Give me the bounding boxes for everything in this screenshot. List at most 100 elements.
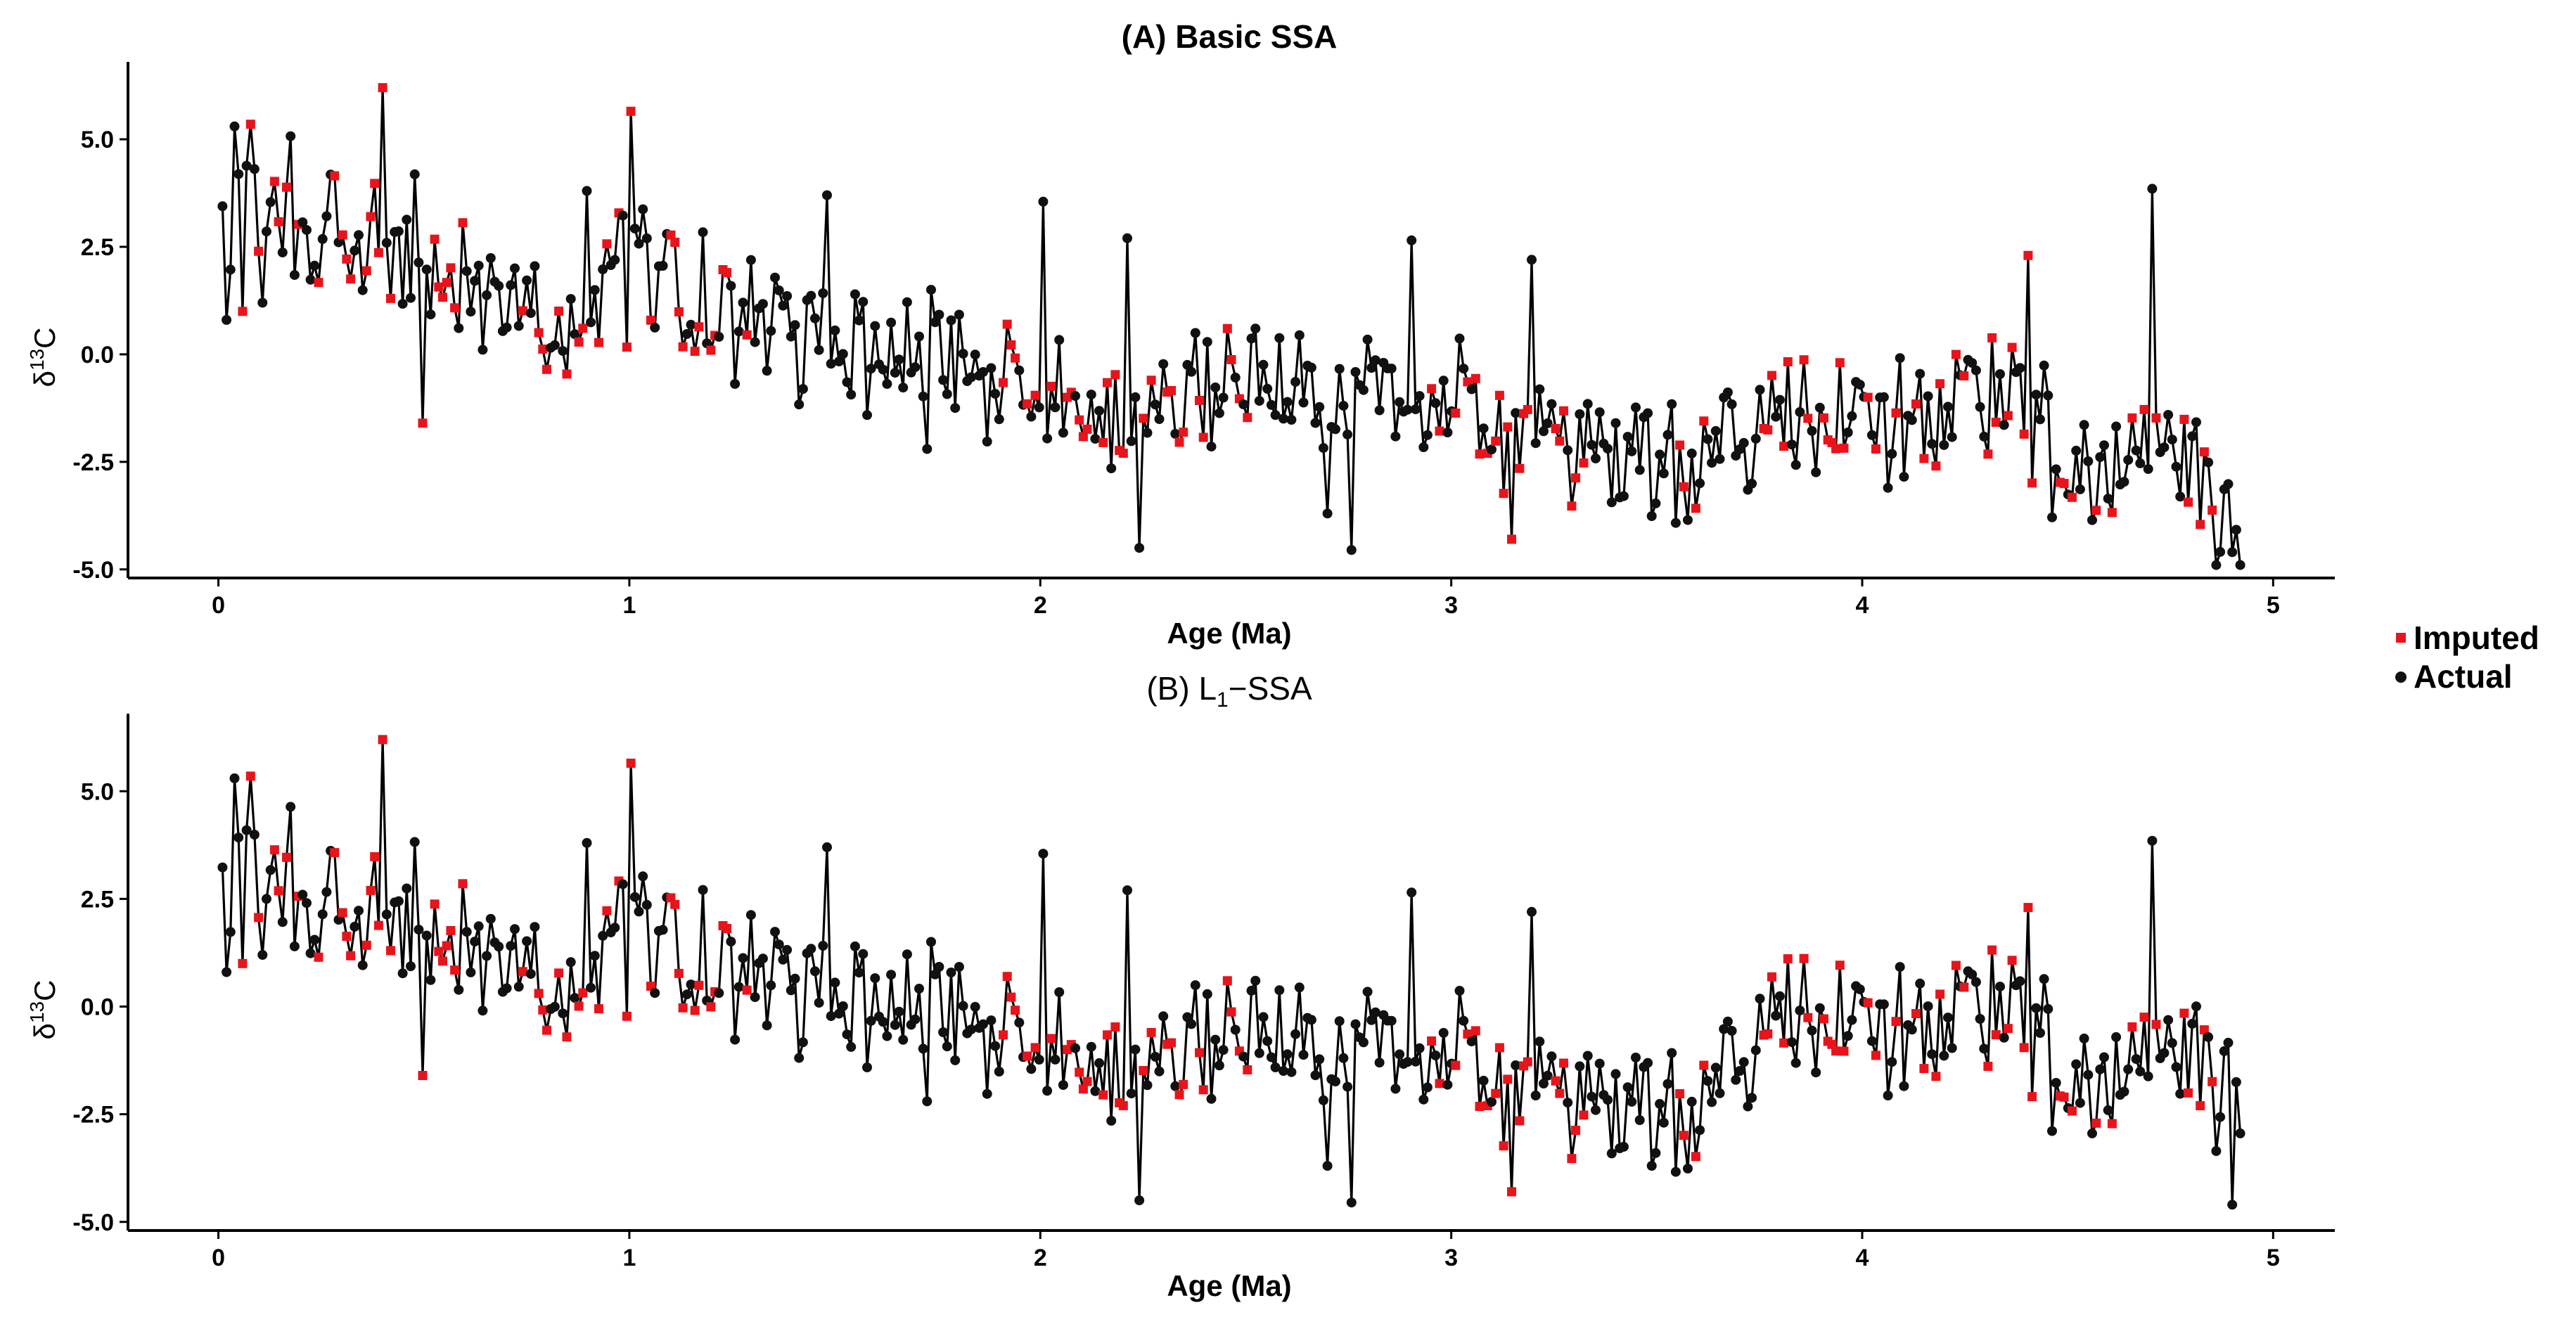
- actual-point: [986, 363, 997, 373]
- actual-point: [1814, 402, 1825, 413]
- imputed-point: [378, 735, 387, 745]
- actual-point: [822, 842, 832, 852]
- actual-point: [1034, 1055, 1044, 1065]
- actual-point: [1618, 1141, 1629, 1152]
- actual-point: [950, 403, 961, 413]
- actual-point: [733, 982, 744, 992]
- actual-point: [1270, 1062, 1281, 1072]
- imputed-point: [1523, 405, 1532, 414]
- actual-point: [1298, 1050, 1309, 1060]
- imputed-point: [690, 347, 700, 356]
- actual-point: [886, 970, 897, 980]
- actual-point: [2075, 1098, 2085, 1108]
- actual-point: [1038, 849, 1049, 859]
- actual-point: [650, 988, 660, 998]
- actual-point: [2051, 1078, 2061, 1088]
- actual-point: [730, 1034, 741, 1045]
- actual-point: [1294, 330, 1305, 340]
- imputed-point: [446, 263, 456, 273]
- actual-point: [2191, 1001, 2201, 1012]
- imputed-point: [1863, 392, 1873, 402]
- imputed-point: [1243, 413, 1252, 423]
- actual-point: [898, 383, 909, 393]
- actual-point: [482, 290, 492, 300]
- actual-point: [1979, 1043, 1989, 1054]
- actual-point: [2099, 1052, 2109, 1062]
- actual-point: [1575, 409, 1585, 419]
- actual-point: [686, 979, 696, 990]
- actual-point: [470, 276, 480, 286]
- actual-point: [1130, 1044, 1141, 1055]
- actual-point: [1735, 1066, 1745, 1076]
- actual-point: [1878, 392, 1889, 402]
- y-tick-label: 2.5: [81, 886, 114, 913]
- actual-point: [2203, 457, 2214, 468]
- imputed-point: [1579, 458, 1589, 468]
- actual-point: [2175, 1088, 2186, 1099]
- actual-point: [354, 906, 364, 916]
- imputed-point: [1435, 1079, 1444, 1088]
- actual-point: [2211, 560, 2222, 570]
- actual-point: [1094, 406, 1105, 416]
- actual-point: [582, 837, 592, 848]
- actual-point: [814, 998, 824, 1008]
- legend: Imputed Actual: [2395, 619, 2539, 695]
- imputed-point: [1567, 501, 1577, 511]
- actual-point: [1790, 460, 1801, 470]
- actual-point: [1279, 413, 1288, 424]
- actual-point: [1402, 1057, 1413, 1067]
- actual-point: [321, 887, 332, 897]
- actual-point: [1290, 377, 1301, 387]
- imputed-point: [1919, 1064, 1929, 1074]
- imputed-point: [1146, 1027, 1156, 1037]
- actual-point: [629, 224, 640, 234]
- actual-point: [1406, 235, 1417, 245]
- actual-point: [317, 233, 328, 244]
- imputed-point: [578, 323, 588, 333]
- imputed-point: [1078, 432, 1088, 442]
- actual-point: [834, 1008, 845, 1019]
- imputed-point: [2179, 1008, 2189, 1018]
- imputed-point: [1174, 437, 1184, 447]
- actual-point: [1719, 1024, 1729, 1034]
- actual-point: [406, 293, 416, 303]
- imputed-point: [626, 758, 636, 768]
- actual-point: [866, 1015, 876, 1026]
- actual-point: [454, 323, 464, 333]
- actual-point: [1646, 511, 1657, 521]
- actual-point: [1774, 394, 1785, 405]
- actual-point: [610, 923, 620, 933]
- imputed-point: [646, 315, 655, 325]
- actual-point: [1210, 1034, 1221, 1045]
- actual-point: [2087, 1128, 2097, 1138]
- actual-point: [1971, 977, 1981, 987]
- imputed-point: [442, 941, 451, 951]
- imputed-point: [1011, 353, 1020, 363]
- actual-point: [1631, 1053, 1641, 1062]
- actual-point: [402, 883, 412, 894]
- actual-point: [1594, 1058, 1605, 1069]
- actual-point: [1883, 482, 1893, 493]
- actual-point: [1158, 1011, 1169, 1022]
- imputed-point: [430, 234, 440, 244]
- actual-point: [350, 245, 360, 256]
- imputed-point: [2127, 413, 2137, 423]
- actual-point: [1386, 364, 1397, 374]
- actual-point: [1038, 196, 1049, 207]
- actual-point: [1070, 391, 1080, 401]
- actual-point: [886, 317, 897, 328]
- actual-point: [2227, 547, 2238, 558]
- imputed-point: [238, 307, 248, 316]
- imputed-point: [538, 1005, 548, 1015]
- actual-point: [262, 226, 271, 237]
- actual-point: [826, 1011, 836, 1022]
- imputed-point: [1863, 998, 1873, 1008]
- actual-point: [1130, 392, 1141, 402]
- imputed-point: [2184, 497, 2193, 507]
- actual-point: [1883, 1091, 1893, 1100]
- actual-point: [641, 899, 652, 910]
- actual-point: [262, 894, 271, 904]
- actual-point: [757, 953, 768, 964]
- actual-point: [1927, 1049, 1937, 1060]
- actual-point: [357, 960, 368, 970]
